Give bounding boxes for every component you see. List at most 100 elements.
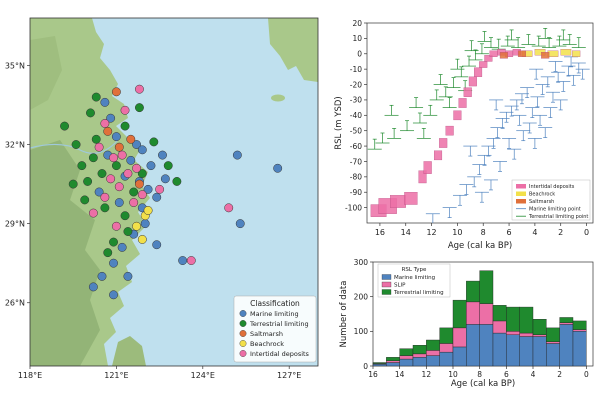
map-point-terrestrial: [88, 153, 98, 163]
map-frame: [29, 17, 319, 367]
rsl-limiting-point-terrestrial: [409, 97, 424, 108]
hist-bar-marine: [412, 357, 427, 367]
rsl-xtick-label: 2: [558, 228, 563, 237]
hist-xtick-label: 10: [448, 370, 458, 379]
rsl-limiting-point-marine: [561, 65, 576, 77]
rsl-limiting-point-terrestrial: [531, 35, 546, 47]
hist-bar-terrestrial: [452, 299, 467, 329]
map-legend-title: Classification: [250, 299, 300, 308]
rsl-limiting-point-marine: [516, 130, 531, 142]
rsl-box-saltmarsh: [541, 52, 550, 59]
map-point-marine: [100, 97, 110, 107]
map-legend-marker: [239, 310, 247, 317]
map-ytick-label: 35°N: [5, 61, 25, 70]
rsl-limiting-point-terrestrial: [400, 120, 415, 132]
hist-bar-marine: [559, 324, 574, 367]
rsl-xtick-label: 6: [507, 228, 512, 237]
rsl-limiting-point-marine: [520, 87, 535, 98]
rsl-limiting-point-terrestrial: [571, 37, 586, 48]
map-points: [60, 84, 283, 300]
rsl-limiting-point-terrestrial: [464, 40, 479, 52]
map-point-terrestrial: [103, 248, 113, 258]
map-point-intertidal: [109, 153, 118, 163]
map-legend-label: Beachrock: [250, 340, 284, 348]
map-ytick-label: 32°N: [5, 141, 25, 150]
map-legend-marker: [239, 350, 247, 357]
map-point-terrestrial: [91, 134, 101, 144]
rsl-box-intertidal: [484, 55, 493, 62]
rsl-ytick-label: -30: [350, 96, 362, 105]
rsl-limiting-point-terrestrial: [511, 37, 526, 48]
hist-xtick-label: 14: [395, 370, 405, 379]
hist-bar-intertidal: [426, 350, 440, 356]
jeju-island: [271, 94, 285, 102]
hist-bar-marine: [479, 324, 494, 367]
map-legend-marker: [239, 340, 247, 347]
rsl-ytick-label: -20: [350, 80, 362, 89]
map-point-terrestrial: [71, 140, 81, 149]
map-point-intertidal: [100, 119, 110, 128]
map-point-marine: [109, 258, 118, 268]
map-xtick-label: 121°E: [104, 371, 128, 380]
map-point-terrestrial: [120, 121, 130, 131]
map-point-intertidal: [120, 105, 130, 115]
rsl-legend-label: Marine limiting point: [529, 207, 581, 213]
hist-bar-intertidal: [559, 322, 574, 325]
rsl-limiting-point-marine: [512, 114, 527, 126]
map-point-marine: [158, 150, 167, 160]
map-point-terrestrial: [77, 161, 87, 171]
hist-ytick-label: 300: [354, 258, 369, 267]
hist-xtick-label: 6: [504, 370, 509, 379]
hist-xtick-label: 2: [557, 370, 562, 379]
rsl-ytick-label: -40: [350, 111, 362, 120]
hist-bar-terrestrial: [426, 339, 440, 351]
map-ytick-label: 26°N: [5, 299, 25, 308]
hist-bar-marine: [492, 332, 507, 367]
hist-bar-terrestrial: [439, 327, 454, 344]
hist-bar-terrestrial: [572, 320, 587, 330]
rsl-legend-label: Intertidal deposits: [529, 184, 575, 190]
hist-bar-marine: [572, 331, 587, 367]
map-point-saltmarsh: [134, 179, 144, 189]
map-point-saltmarsh: [114, 142, 124, 152]
hist-bar-terrestrial: [519, 306, 534, 334]
map-point-terrestrial: [111, 161, 121, 171]
hist-bar-marine: [506, 334, 520, 367]
rsl-ytick-label: 20: [352, 19, 362, 28]
map-point-intertidal: [94, 142, 104, 152]
rsl-limiting-point-marine: [486, 138, 501, 149]
rsl-ytick-label: -60: [350, 142, 362, 151]
map-legend-label: Saltmarsh: [250, 330, 283, 338]
rsl-limiting-point-marine: [575, 68, 590, 80]
rsl-limiting-point-marine: [545, 91, 560, 103]
rsl-limiting-point-marine: [538, 127, 553, 138]
rsl-limiting-point-marine: [493, 161, 508, 172]
map-point-terrestrial: [91, 92, 101, 102]
hist-bars: [372, 270, 587, 367]
hist-legend-title: RSL Type: [402, 267, 427, 273]
map-point-terrestrial: [120, 211, 130, 221]
rsl-box-intertidal: [479, 61, 488, 68]
rsl-limiting-point-marine: [495, 118, 510, 129]
hist-bar-intertidal: [546, 341, 560, 344]
rsl-box-saltmarsh: [517, 50, 526, 57]
map-point-terrestrial: [129, 187, 139, 197]
map-point-intertidal: [129, 198, 139, 207]
rsl-xtick-label: 16: [375, 228, 385, 237]
rsl-box-intertidal: [404, 192, 418, 205]
rsl-limiting-point-marine: [551, 71, 566, 83]
rsl-index-boxes: [370, 49, 581, 217]
rsl-limiting-point-marine: [553, 99, 568, 111]
rsl-limiting-point-terrestrial: [446, 77, 461, 88]
rsl-xlabel: Age (cal ka BP): [448, 241, 512, 251]
rsl-limiting-point-terrestrial: [375, 132, 390, 144]
map-point-terrestrial: [86, 108, 95, 118]
hist-bar-intertidal: [399, 355, 414, 360]
rsl-box-intertidal: [453, 110, 462, 121]
rsl-limiting-point-marine: [529, 68, 544, 80]
map-point-terrestrial: [68, 179, 78, 189]
rsl-limiting-point-marine: [533, 114, 548, 126]
rsl-legend-marker: [516, 191, 526, 196]
hist-bar-terrestrial: [386, 357, 400, 362]
rsl-legend-label: Saltmarsh: [529, 199, 554, 205]
